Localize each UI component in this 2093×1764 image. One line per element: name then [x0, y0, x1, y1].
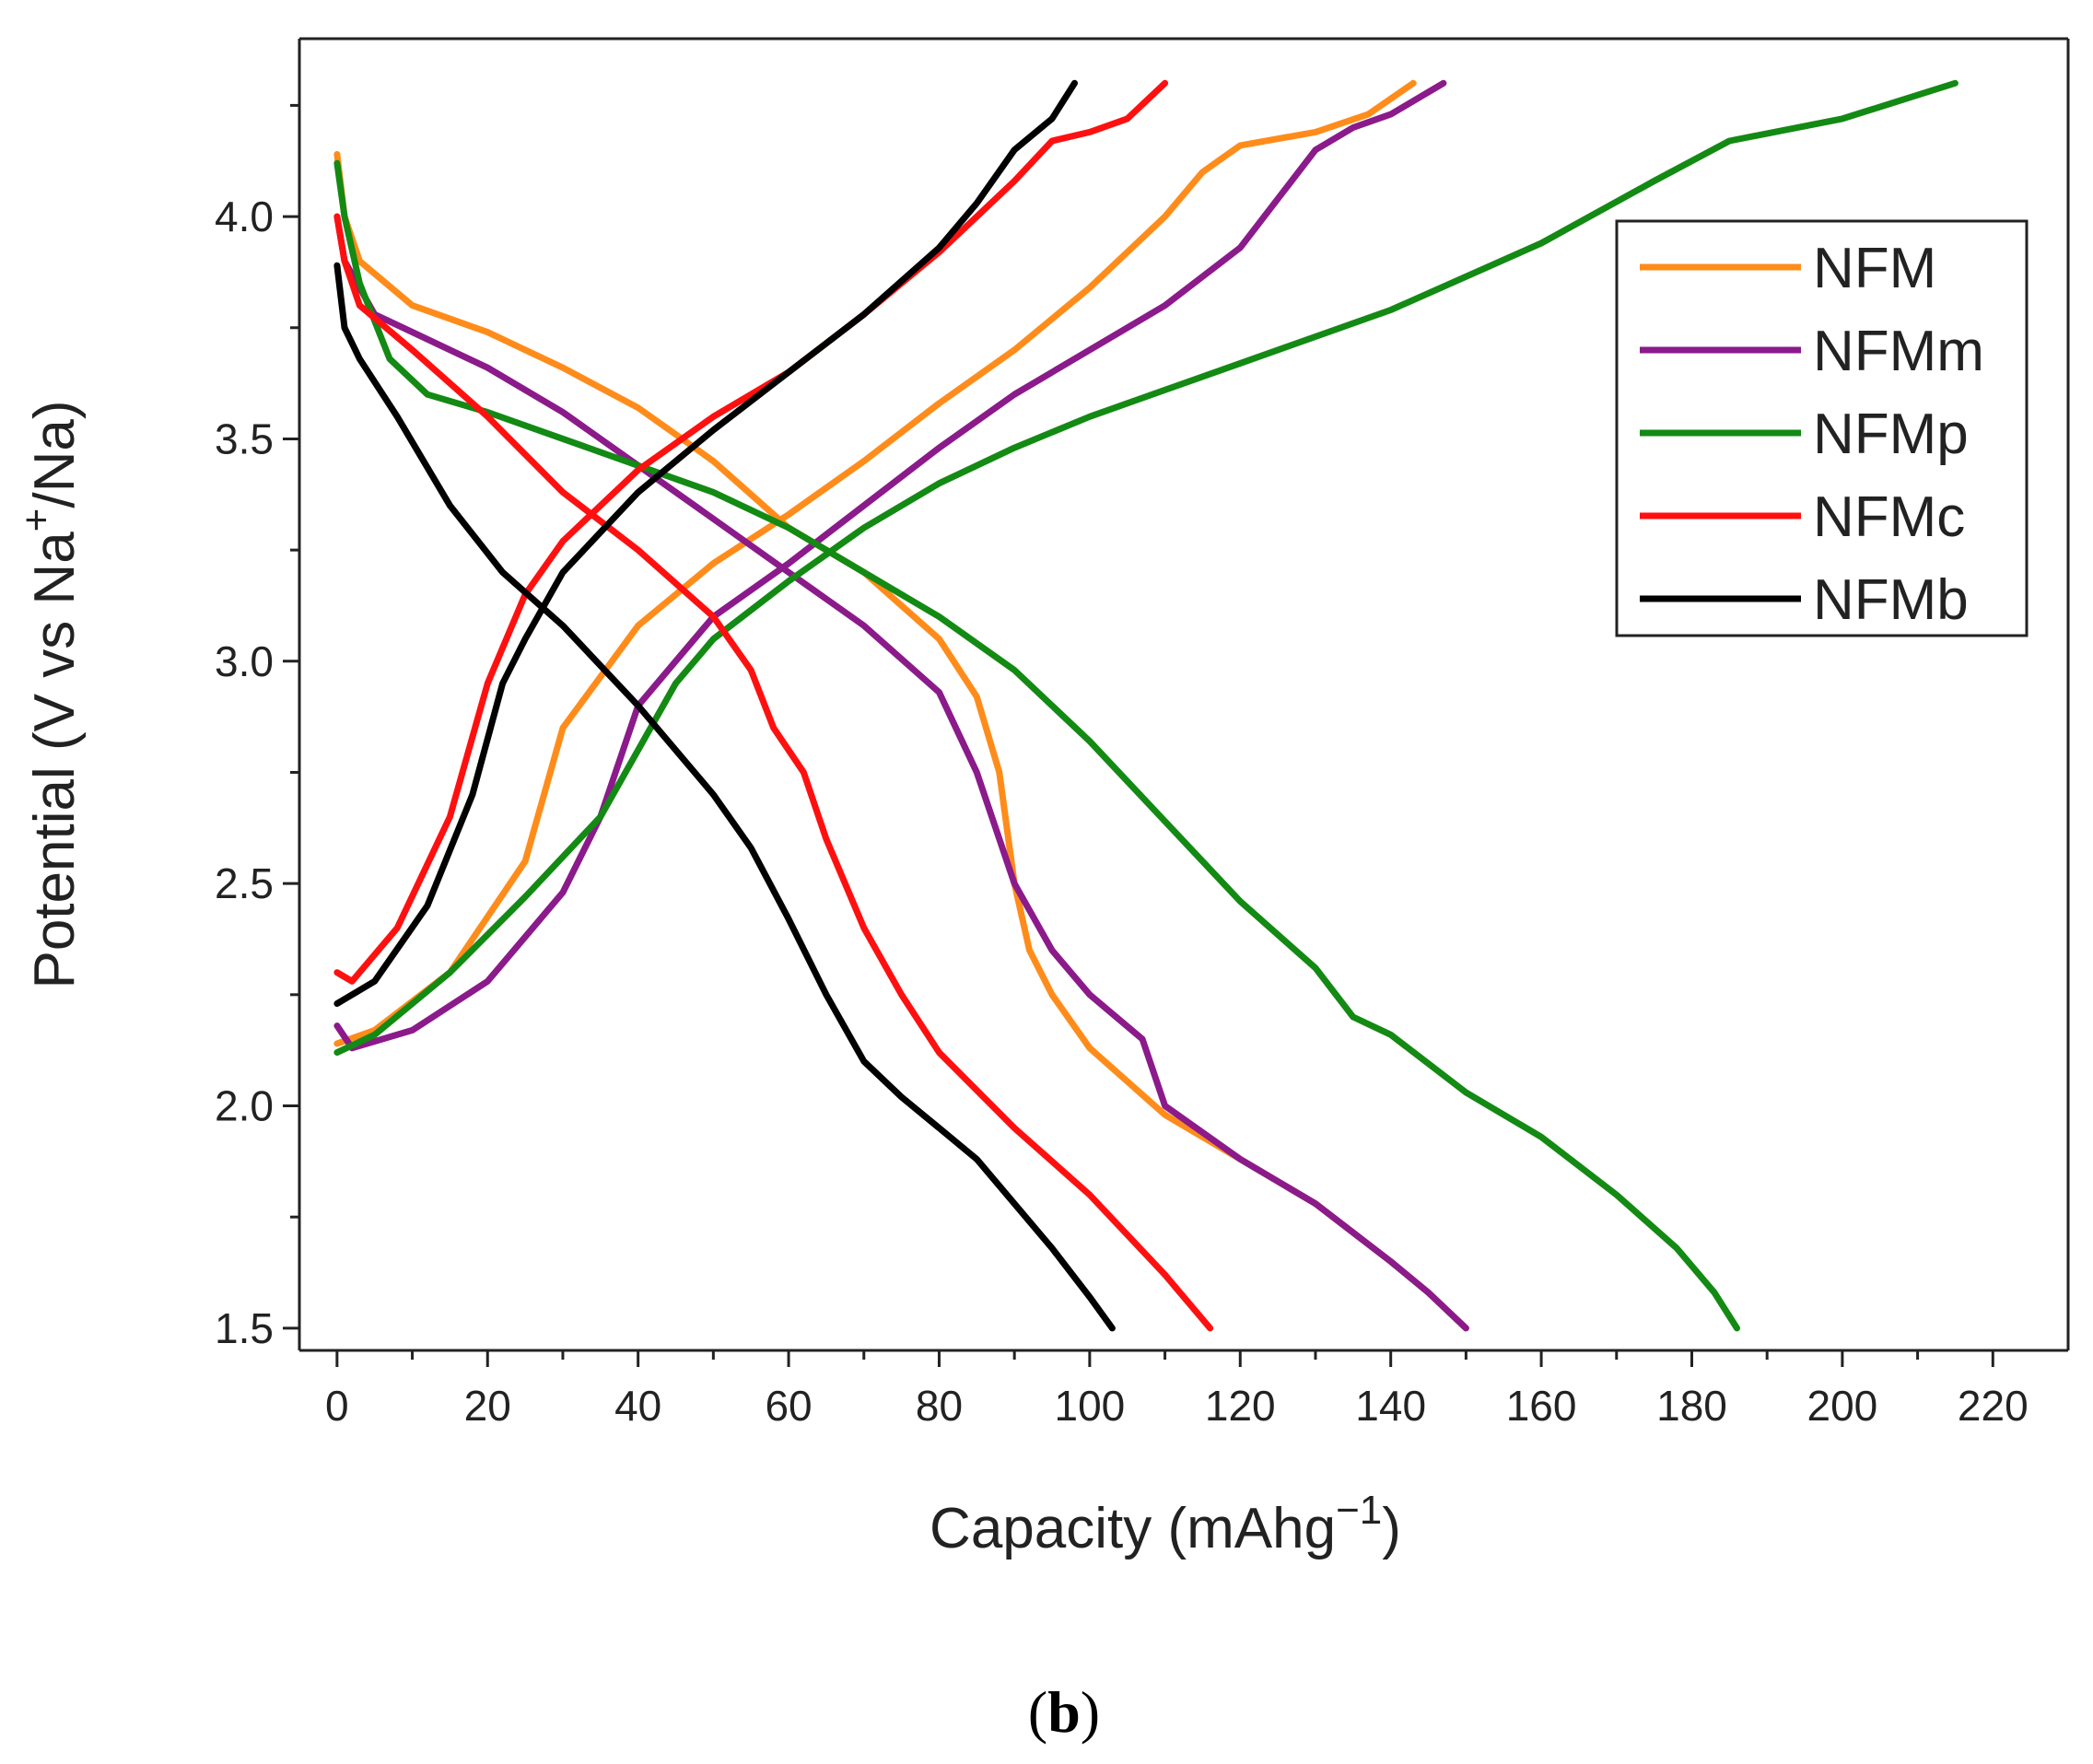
series-nfm-charge-line — [333, 79, 1417, 1047]
plot-frame — [298, 37, 2070, 1352]
legend-label-nfmp: NFMp — [1813, 403, 1969, 466]
series-nfmm-discharge-line — [333, 213, 1469, 1332]
series-layer — [333, 79, 1959, 1332]
series-nfm-discharge-line — [333, 151, 1469, 1332]
y-tick-label: 3.0 — [215, 637, 274, 685]
x-tick-label: 160 — [1506, 1382, 1577, 1430]
x-tick-label: 180 — [1656, 1382, 1727, 1430]
x-tick-label: 60 — [765, 1382, 812, 1430]
y-tick-label: 1.5 — [215, 1304, 274, 1352]
legend-label-nfm: NFM — [1813, 237, 1936, 300]
legend-box — [1615, 219, 2029, 637]
x-axis-ticks: 0 20 40 60 80 100 120 140 160 180 200 220 — [325, 1350, 2029, 1430]
series-nfmp-discharge-line — [333, 159, 1740, 1332]
series-nfmm-charge-line — [333, 79, 1447, 1052]
x-tick-label: 200 — [1807, 1382, 1878, 1430]
figure-caption: (b) — [1028, 1679, 1100, 1745]
y-tick-label: 3.5 — [215, 415, 274, 462]
series-nfmb-charge-line — [333, 79, 1078, 1007]
x-tick-label: 80 — [916, 1382, 963, 1430]
x-tick-label: 0 — [325, 1382, 349, 1430]
legend-label-nfmc: NFMc — [1813, 485, 1965, 549]
x-axis-title: Capacity (mAhg−1) — [930, 1488, 1401, 1560]
y-tick-label: 2.5 — [215, 859, 274, 907]
x-tick-label: 120 — [1205, 1382, 1276, 1430]
legend-label-nfmm: NFMm — [1813, 320, 1984, 383]
legend: NFM NFMm NFMp NFMc NFMb — [1615, 219, 2029, 637]
series-nfmc-charge-line — [333, 79, 1169, 985]
y-tick-label: 4.0 — [215, 193, 274, 240]
x-tick-label: 40 — [614, 1382, 661, 1430]
x-tick-label: 20 — [464, 1382, 511, 1430]
series-nfmb-discharge-line — [333, 262, 1116, 1332]
series-nfmp-charge-line — [333, 79, 1959, 1057]
series-nfmc-discharge-line — [333, 213, 1214, 1332]
x-tick-label: 220 — [1958, 1382, 2029, 1430]
y-axis-title: Potential (V vs Na+/Na) — [14, 400, 87, 988]
x-tick-label: 140 — [1355, 1382, 1426, 1430]
x-tick-label: 100 — [1054, 1382, 1125, 1430]
y-axis-ticks: 1.5 2.0 2.5 3.0 3.5 4.0 — [215, 103, 299, 1352]
y-tick-label: 2.0 — [215, 1082, 274, 1130]
legend-label-nfmb: NFMb — [1813, 568, 1969, 632]
